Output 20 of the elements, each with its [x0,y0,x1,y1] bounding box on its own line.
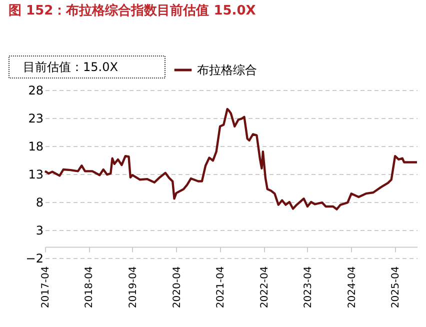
x-tick-label: 2023-04 [302,266,314,308]
x-tick-label: 2021-04 [216,266,227,308]
x-tick-label: 2022-04 [259,266,270,308]
y-tick-label: 23 [28,112,44,126]
y-tick-label: 8 [36,196,44,210]
y-tick-label: 18 [28,140,44,154]
y-tick-label: 3 [36,224,44,238]
legend-label: 布拉格综合 [197,63,257,77]
line-series [44,108,418,210]
y-tick-label: 28 [28,84,44,98]
x-tick-label: 2019-04 [128,266,139,308]
x-tick-label: 2020-04 [172,266,183,308]
x-tick-label: 2025-04 [390,266,402,308]
x-tick-label: 2017-04 [40,266,52,308]
y-tick-label: 13 [28,168,44,182]
chart-title: 图 152：布拉格综合指数目前估值 15.0X [8,2,256,18]
x-tick-label: 2024-04 [346,266,358,308]
x-tick-label: 2018-04 [84,266,96,308]
y-tick-label: −2 [26,252,44,266]
text: 目前估值：15.0X [23,60,118,74]
